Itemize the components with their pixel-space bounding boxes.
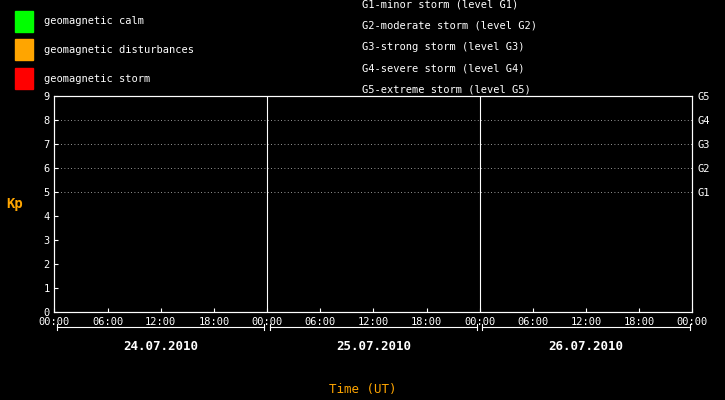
Text: G4-severe storm (level G4): G4-severe storm (level G4): [362, 63, 525, 73]
Text: Kp: Kp: [6, 197, 23, 211]
Bar: [14, 39, 33, 60]
Text: Time (UT): Time (UT): [328, 383, 397, 396]
Text: geomagnetic calm: geomagnetic calm: [44, 16, 144, 26]
Bar: [14, 10, 33, 32]
Text: geomagnetic disturbances: geomagnetic disturbances: [44, 45, 194, 55]
Bar: [14, 68, 33, 89]
Text: 25.07.2010: 25.07.2010: [336, 340, 411, 352]
Text: G3-strong storm (level G3): G3-strong storm (level G3): [362, 42, 525, 52]
Text: G1-minor storm (level G1): G1-minor storm (level G1): [362, 0, 519, 10]
Text: geomagnetic storm: geomagnetic storm: [44, 74, 150, 84]
Text: G5-extreme storm (level G5): G5-extreme storm (level G5): [362, 84, 531, 94]
Text: 24.07.2010: 24.07.2010: [123, 340, 198, 352]
Text: G2-moderate storm (level G2): G2-moderate storm (level G2): [362, 21, 537, 31]
Text: 26.07.2010: 26.07.2010: [549, 340, 624, 352]
